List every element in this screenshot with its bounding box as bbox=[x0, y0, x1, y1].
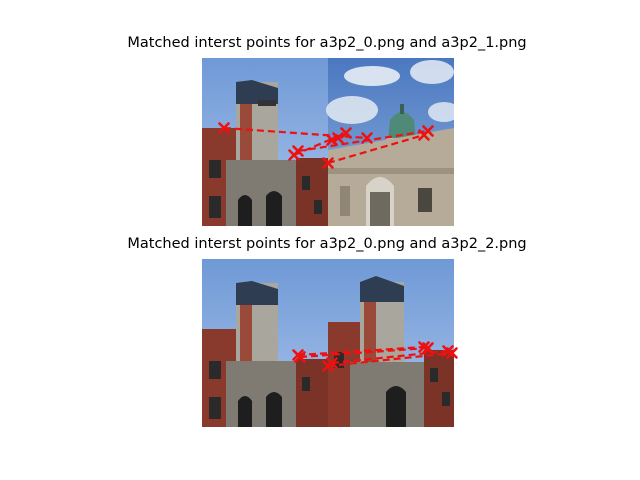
panel-title-1: Matched interst points for a3p2_0.png an… bbox=[127, 35, 527, 51]
keypoint-right-2-2-stroke-1 bbox=[422, 342, 434, 354]
match-line-1-3 bbox=[327, 133, 425, 165]
image-a3p2_2-bottom bbox=[328, 259, 454, 427]
image-a3p2_0-bottom bbox=[202, 259, 328, 427]
image-a3p2_0-top bbox=[202, 58, 328, 226]
match-line-1-0 bbox=[223, 126, 368, 140]
matches-panel-1 bbox=[218, 122, 434, 169]
keypoint-right-2-3-stroke-1 bbox=[442, 345, 454, 357]
panel-1-images bbox=[202, 58, 454, 226]
keypoint-left-1-0-stroke-1 bbox=[218, 122, 230, 134]
image-a3p2_1-top bbox=[326, 58, 454, 226]
match-line-2-1 bbox=[327, 351, 453, 368]
keypoint-left-2-2-stroke-1 bbox=[294, 351, 306, 363]
panel-2-images bbox=[202, 259, 454, 427]
match-line-2-3 bbox=[331, 349, 449, 365]
keypoint-left-1-4-stroke-1 bbox=[326, 134, 338, 146]
match-line-2-0 bbox=[297, 345, 425, 357]
keypoint-right-1-3-stroke-1 bbox=[418, 129, 430, 141]
panel-title-2: Matched interst points for a3p2_0.png an… bbox=[127, 236, 527, 252]
keypoint-left-2-3-stroke-1 bbox=[326, 357, 338, 369]
keypoint-right-2-0-stroke-1 bbox=[418, 341, 430, 353]
keypoint-right-2-1-stroke-1 bbox=[446, 347, 458, 359]
keypoint-right-1-4-stroke-1 bbox=[332, 132, 344, 144]
keypoint-right-1-1-stroke-1 bbox=[340, 127, 352, 139]
matches-panel-2 bbox=[292, 341, 458, 372]
keypoint-left-1-2-stroke-1 bbox=[292, 145, 304, 157]
keypoint-left-1-3-stroke-1 bbox=[322, 157, 334, 169]
